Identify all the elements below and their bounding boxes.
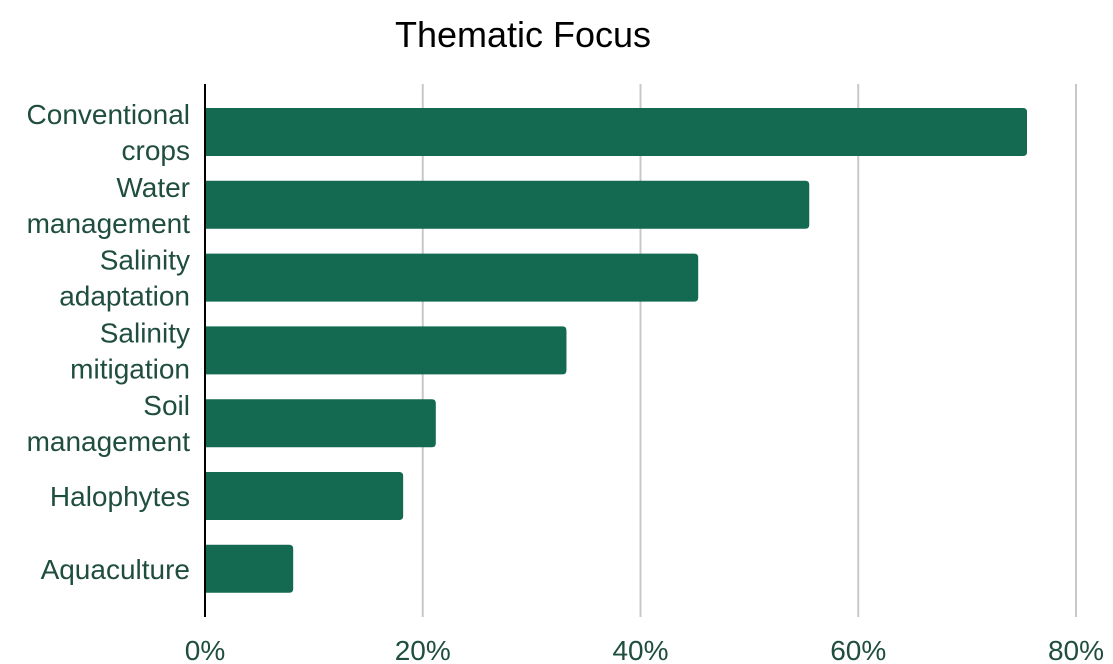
x-tick-labels: 0% 20% 40% 60% 80% [185, 635, 1104, 664]
bar [205, 180, 810, 229]
category-label: Salinity mitigation [70, 317, 190, 384]
bar [205, 544, 294, 593]
bar [205, 399, 436, 448]
category-label: Aquaculture [41, 554, 190, 585]
chart-title: Thematic Focus [395, 14, 651, 55]
bar [205, 108, 1028, 156]
category-label: Conventional crops [27, 99, 190, 166]
bar [205, 472, 404, 520]
bar [205, 253, 699, 302]
x-tick-label: 40% [612, 635, 668, 664]
category-label: Salinity adaptation [59, 245, 190, 312]
category-label: Soil management [27, 390, 191, 457]
x-tick-label: 20% [395, 635, 451, 664]
x-tick-label: 0% [185, 635, 225, 664]
x-tick-label: 60% [830, 635, 886, 664]
x-tick-label: 80% [1048, 635, 1104, 664]
bar [205, 326, 567, 375]
category-label: Halophytes [50, 481, 190, 512]
category-label: Water management [27, 172, 191, 239]
bars [205, 108, 1028, 593]
